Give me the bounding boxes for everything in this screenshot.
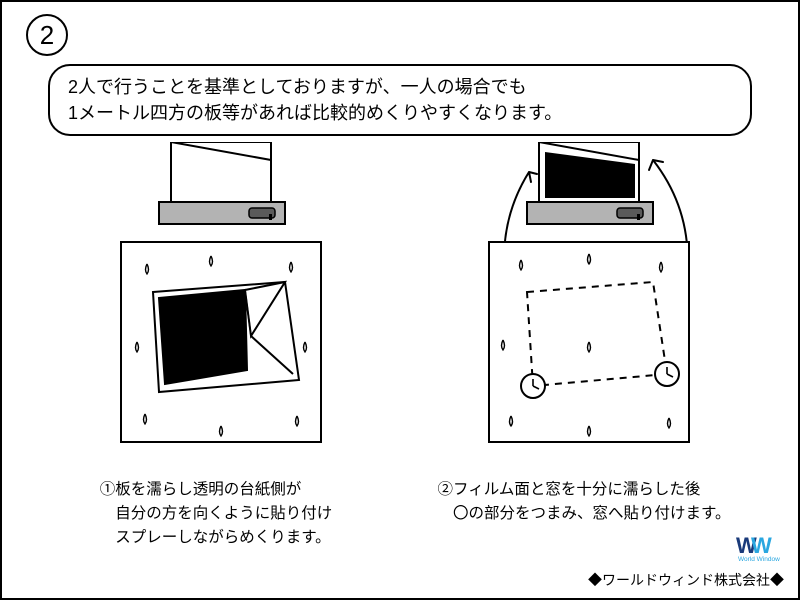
panel-left: ①板を濡らし透明の台紙側が 自分の方を向くように貼り付け スプレーしながらめくり…: [56, 142, 376, 550]
note-line-2: 1メートル四方の板等があれば比較的めくりやすくなります。: [68, 100, 732, 126]
step-number: 2: [40, 20, 54, 51]
company-name: ◆ワールドウィンド株式会社◆: [588, 570, 784, 590]
film-black-icon: [159, 290, 247, 384]
left-illustration: [61, 142, 371, 472]
svg-text:W: W: [751, 533, 772, 558]
panel-right: ②フィルム面と窓を十分に濡らした後 〇の部分をつまみ、窓へ貼り付けます。: [424, 142, 744, 550]
window-with-film-icon: [527, 142, 653, 224]
panel-right-caption: ②フィルム面と窓を十分に濡らした後 〇の部分をつまみ、窓へ貼り付けます。: [438, 478, 731, 526]
panel-left-caption: ①板を濡らし透明の台紙側が 自分の方を向くように貼り付け スプレーしながらめくり…: [100, 478, 333, 550]
svg-text:World Window: World Window: [738, 556, 780, 563]
note-line-1: 2人で行うことを基準としておりますが、一人の場合でも: [68, 74, 732, 100]
right-illustration: [429, 142, 739, 472]
sprayer-icon: [159, 142, 285, 224]
footer: W W World Window ◆ワールドウィンド株式会社◆: [588, 533, 784, 590]
logo-icon: W W World Window: [736, 533, 784, 568]
panels-row: ①板を濡らし透明の台紙側が 自分の方を向くように貼り付け スプレーしながらめくり…: [2, 142, 798, 550]
step-number-badge: 2: [26, 14, 68, 56]
instruction-note: 2人で行うことを基準としておりますが、一人の場合でも 1メートル四方の板等があれ…: [48, 64, 752, 136]
